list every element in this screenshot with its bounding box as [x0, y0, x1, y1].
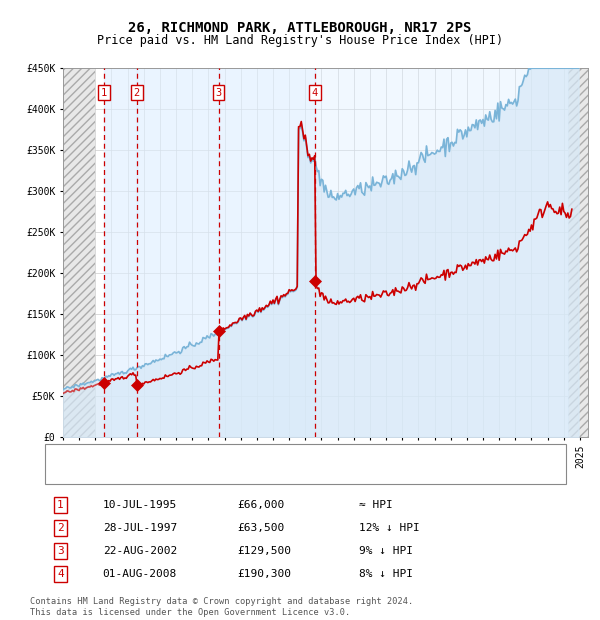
- FancyBboxPatch shape: [44, 445, 566, 484]
- Text: £190,300: £190,300: [238, 569, 292, 579]
- Text: 22-AUG-2002: 22-AUG-2002: [103, 546, 177, 556]
- Text: 26, RICHMOND PARK, ATTLEBOROUGH, NR17 2PS: 26, RICHMOND PARK, ATTLEBOROUGH, NR17 2P…: [128, 21, 472, 35]
- Text: 1: 1: [57, 500, 64, 510]
- Text: ≈ HPI: ≈ HPI: [359, 500, 392, 510]
- Bar: [137, 68, 219, 437]
- Text: £66,000: £66,000: [238, 500, 284, 510]
- Text: Contains HM Land Registry data © Crown copyright and database right 2024.
This d: Contains HM Land Registry data © Crown c…: [30, 598, 413, 617]
- Text: 12% ↓ HPI: 12% ↓ HPI: [359, 523, 419, 533]
- Text: 8% ↓ HPI: 8% ↓ HPI: [359, 569, 413, 579]
- Bar: [104, 68, 137, 437]
- Text: 3: 3: [57, 546, 64, 556]
- Bar: [315, 68, 568, 437]
- Text: 10-JUL-1995: 10-JUL-1995: [103, 500, 177, 510]
- Text: £63,500: £63,500: [238, 523, 284, 533]
- Bar: [63, 68, 95, 437]
- Text: Price paid vs. HM Land Registry's House Price Index (HPI): Price paid vs. HM Land Registry's House …: [97, 34, 503, 46]
- Text: 26, RICHMOND PARK, ATTLEBOROUGH, NR17 2PS (detached house): 26, RICHMOND PARK, ATTLEBOROUGH, NR17 2P…: [100, 450, 463, 459]
- Text: 28-JUL-1997: 28-JUL-1997: [103, 523, 177, 533]
- Text: 4: 4: [312, 88, 318, 98]
- Text: 3: 3: [215, 88, 222, 98]
- Text: 4: 4: [57, 569, 64, 579]
- Bar: [219, 68, 315, 437]
- Text: 9% ↓ HPI: 9% ↓ HPI: [359, 546, 413, 556]
- Text: 2: 2: [57, 523, 64, 533]
- Text: 1: 1: [101, 88, 107, 98]
- Bar: [568, 68, 588, 437]
- Text: HPI: Average price, detached house, Breckland: HPI: Average price, detached house, Brec…: [100, 471, 382, 480]
- Text: 01-AUG-2008: 01-AUG-2008: [103, 569, 177, 579]
- Text: 2: 2: [134, 88, 140, 98]
- Text: £129,500: £129,500: [238, 546, 292, 556]
